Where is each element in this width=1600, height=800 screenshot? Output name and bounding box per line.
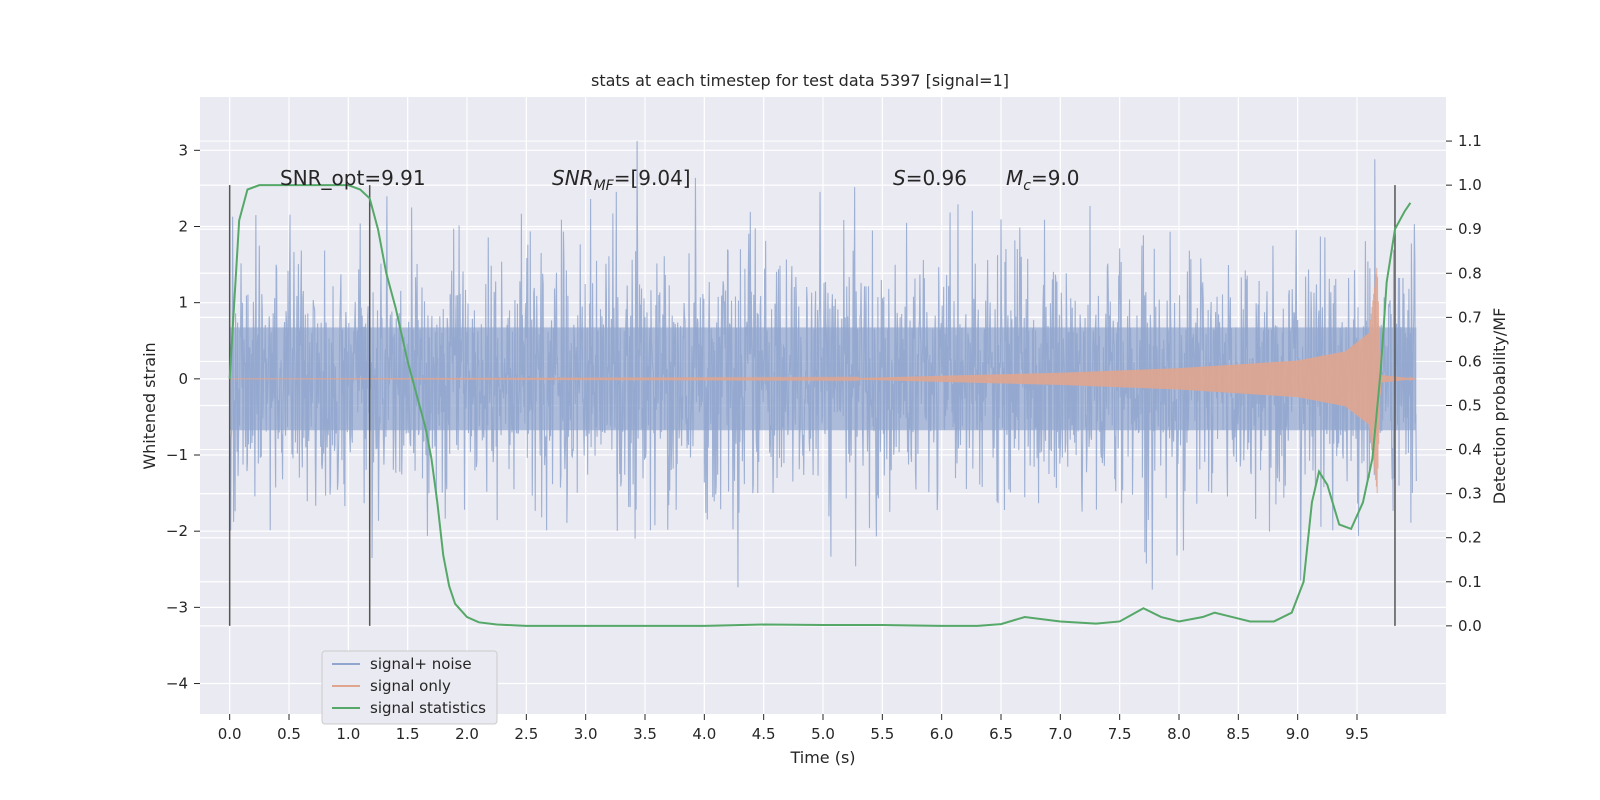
x-tick-label: 2.5 — [514, 725, 538, 743]
snr-mf-symbol: SNR — [552, 166, 594, 190]
s-value: =0.96 — [906, 166, 967, 190]
x-tick-label: 7.5 — [1108, 725, 1132, 743]
x-axis-ticks: 0.0 0.5 1.0 1.5 2.0 2.5 3.0 3.5 4.0 4.5 5.0 5.5 6.0 6… — [218, 714, 1369, 743]
right-y-tick-label: 0.3 — [1458, 485, 1482, 503]
snr-mf-subscript: MF — [594, 178, 615, 194]
vertical-markers — [228, 185, 1396, 626]
s-annotation: S=0.96 — [893, 166, 967, 190]
right-y-tick-label: 0.6 — [1458, 352, 1482, 370]
left-y-axis-label: Whitened strain — [140, 342, 159, 469]
left-y-tick-label: −4 — [166, 675, 188, 693]
x-tick-label: 3.5 — [633, 725, 657, 743]
legend-box — [321, 650, 498, 725]
signal-statistics-series — [228, 184, 1412, 627]
left-y-tick-label: 2 — [178, 217, 188, 235]
legend-signal-only-label: signal only — [370, 677, 451, 695]
x-tick-label: 2.0 — [455, 725, 479, 743]
right-y-tick-label: 1.1 — [1458, 132, 1482, 150]
snr-mf-annotation: SNRMF=[9.04] — [552, 166, 691, 194]
x-tick-label: 8.5 — [1226, 725, 1250, 743]
left-y-tick-label: −1 — [166, 446, 188, 464]
right-y-tick-label: 0.0 — [1458, 617, 1482, 635]
x-axis-label: Time (s) — [789, 748, 855, 767]
right-y-tick-label: 0.4 — [1458, 441, 1482, 459]
x-tick-label: 0.0 — [218, 725, 242, 743]
legend-signal-noise-label: signal+ noise — [370, 655, 472, 673]
signal-statistics-line — [228, 184, 1412, 627]
x-tick-label: 6.0 — [930, 725, 954, 743]
s-symbol: S — [893, 166, 906, 190]
left-y-tick-label: 3 — [178, 141, 188, 159]
x-tick-label: 4.0 — [692, 725, 716, 743]
left-y-tick-label: −2 — [166, 522, 188, 540]
right-y-tick-label: 0.1 — [1458, 573, 1482, 591]
x-tick-label: 5.0 — [811, 725, 835, 743]
right-y-tick-label: 0.7 — [1458, 308, 1482, 326]
x-tick-label: 3.0 — [574, 725, 598, 743]
right-y-axis-ticks: 1.1 1.0 0.9 0.8 0.7 0.6 0.5 0.4 0.3 0.2 0.1 0.0 — [1446, 132, 1482, 635]
chart-title: stats at each timestep for test data 539… — [591, 71, 1009, 90]
left-y-axis-ticks: 3 2 1 0 −1 −2 −3 −4 — [166, 141, 200, 693]
x-tick-label: 7.0 — [1048, 725, 1072, 743]
right-y-tick-label: 0.5 — [1458, 397, 1482, 415]
left-y-tick-label: −3 — [166, 598, 188, 616]
right-y-tick-label: 0.2 — [1458, 529, 1482, 547]
x-tick-label: 4.5 — [752, 725, 776, 743]
right-y-tick-label: 0.9 — [1458, 220, 1482, 238]
left-y-tick-label: 1 — [178, 294, 188, 312]
right-y-axis-label: Detection probability/MF — [1490, 308, 1509, 505]
x-tick-label: 8.0 — [1167, 725, 1191, 743]
legend-signal-statistics-label: signal statistics — [370, 699, 486, 717]
x-tick-label: 9.0 — [1286, 725, 1310, 743]
signal-only-series — [229, 267, 1417, 494]
x-tick-label: 6.5 — [989, 725, 1013, 743]
plot-content — [228, 141, 1417, 627]
x-tick-label: 1.5 — [396, 725, 420, 743]
mc-symbol: M — [1006, 166, 1023, 190]
legend: signal+ noise signal only signal statist… — [321, 650, 498, 725]
x-tick-label: 0.5 — [277, 725, 301, 743]
x-tick-label: 5.5 — [870, 725, 894, 743]
left-y-tick-label: 0 — [178, 370, 188, 388]
mc-subscript: c — [1023, 178, 1031, 194]
signal-only-line — [229, 267, 1417, 494]
x-tick-label: 9.5 — [1345, 725, 1369, 743]
snr-opt-annotation: SNR_opt=9.91 — [280, 166, 426, 190]
snr-mf-value: =[9.04] — [614, 166, 691, 190]
mc-value: =9.0 — [1031, 166, 1080, 190]
mc-annotation: Mc=9.0 — [1006, 166, 1080, 194]
right-y-tick-label: 1.0 — [1458, 176, 1482, 194]
x-tick-label: 1.0 — [336, 725, 360, 743]
right-y-tick-label: 0.8 — [1458, 264, 1482, 282]
